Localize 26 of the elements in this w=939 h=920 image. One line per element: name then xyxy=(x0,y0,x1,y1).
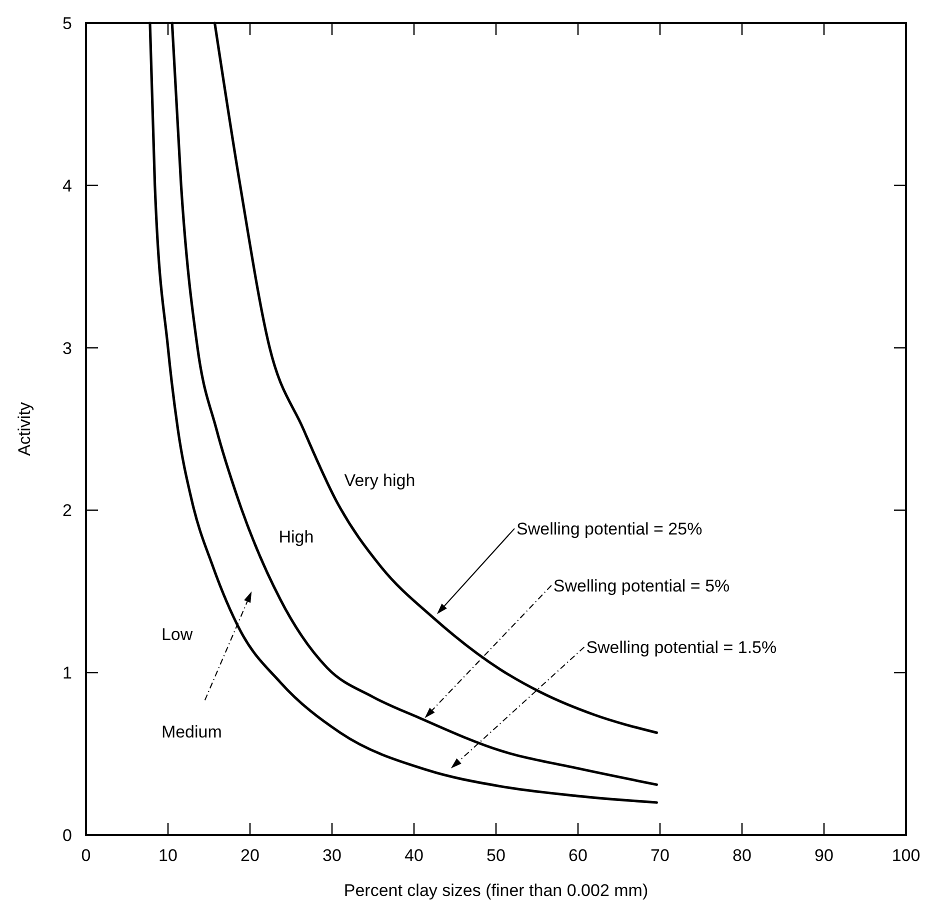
x-tick-label: 10 xyxy=(158,846,178,865)
x-tick-label: 80 xyxy=(732,846,752,865)
x-tick-label: 40 xyxy=(404,846,424,865)
x-tick-label: 20 xyxy=(240,846,260,865)
x-axis-title: Percent clay sizes (finer than 0.002 mm) xyxy=(344,881,648,900)
annotation: High xyxy=(278,528,314,547)
x-tick-label: 90 xyxy=(814,846,834,865)
annotation: Low xyxy=(161,625,194,644)
annotation: Swelling potential = 5% xyxy=(553,576,730,596)
y-axis-title: Activity xyxy=(15,402,34,456)
x-tick-label: 30 xyxy=(322,846,342,865)
x-tick-label: 60 xyxy=(568,846,588,865)
annotation: Swelling potential = 25% xyxy=(516,520,702,539)
y-tick-label: 1 xyxy=(62,664,72,683)
annotation: Very high xyxy=(344,470,416,490)
annotation: Medium xyxy=(161,722,222,742)
y-tick-label: 4 xyxy=(62,176,72,196)
x-tick-label: 0 xyxy=(81,846,91,865)
x-tick-label: 50 xyxy=(486,846,506,865)
x-tick-label: 70 xyxy=(650,846,670,865)
y-tick-label: 5 xyxy=(62,14,72,33)
y-tick-label: 3 xyxy=(62,338,72,358)
y-tick-label: 0 xyxy=(62,826,72,845)
annotation: Swelling potential = 1.5% xyxy=(586,638,777,658)
y-tick-label: 2 xyxy=(62,501,72,520)
x-tick-label: 100 xyxy=(892,846,920,865)
